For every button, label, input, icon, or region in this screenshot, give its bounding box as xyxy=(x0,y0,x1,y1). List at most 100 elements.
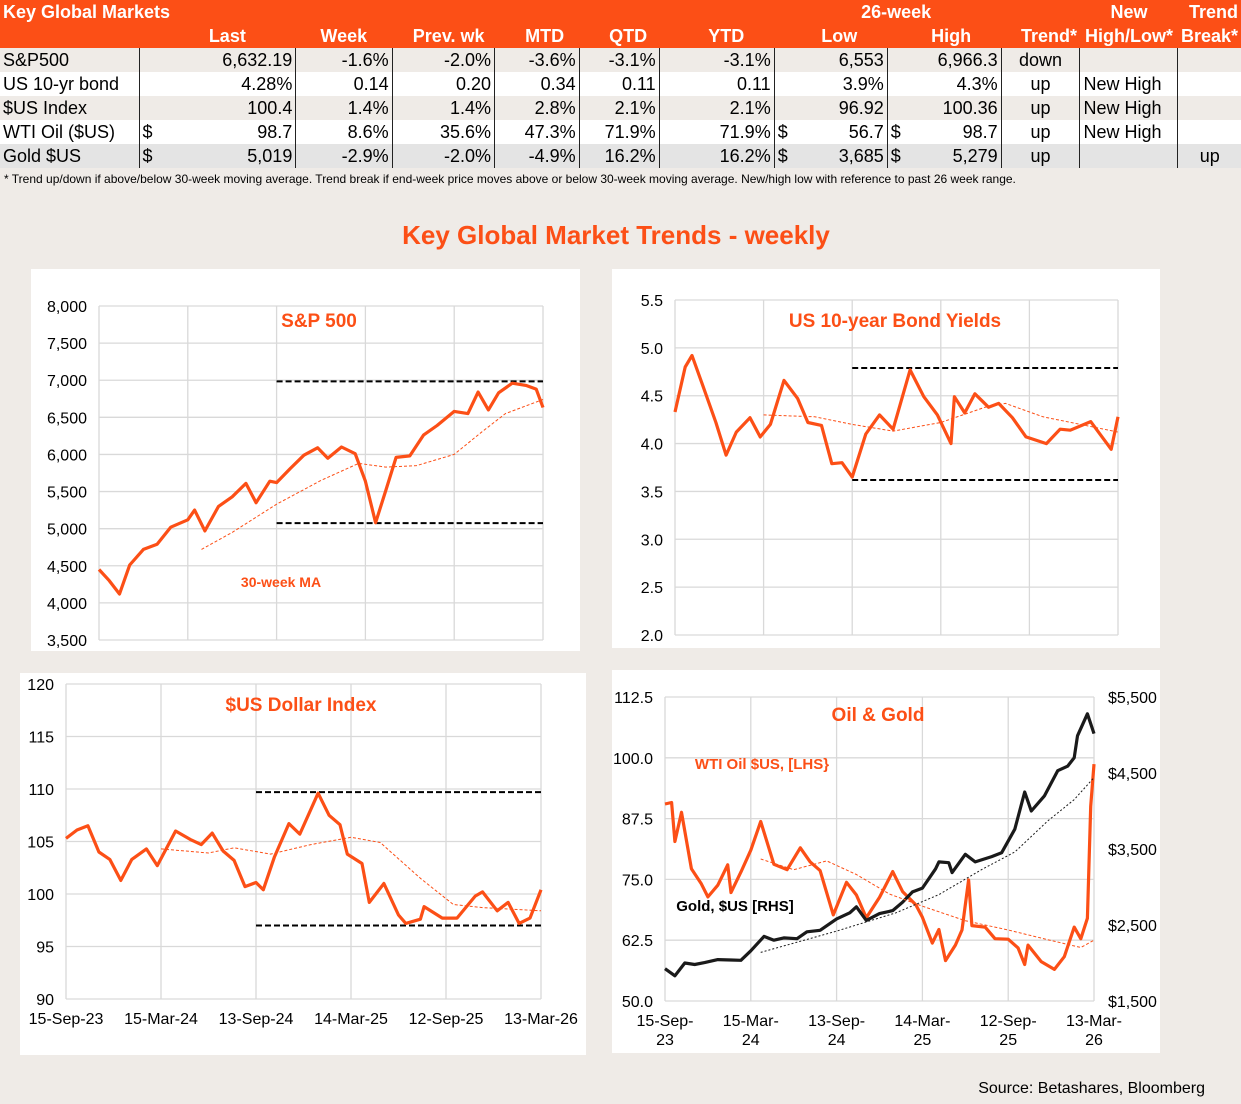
header-qtd: QTD xyxy=(579,24,660,48)
x-tick-label: 13-Mar-26 xyxy=(504,1011,578,1028)
currency-symbol: $ xyxy=(777,122,788,142)
bond-yield-chart-panel: 2.0 2.5 3.0 3.5 4.0 4.5 5.0 5.5 US 10-year Bond … xyxy=(612,269,1160,648)
cell-mtd: -3.6% xyxy=(494,48,580,72)
header-26-week: 26-week xyxy=(774,0,1002,24)
bond-yield-chart: 2.0 2.5 3.0 3.5 4.0 4.5 5.0 5.5 US 10-year Bond … xyxy=(641,293,1120,645)
cell-name: WTI Oil ($US) xyxy=(0,120,140,144)
main-title: Key Global Market Trends - weekly xyxy=(402,220,830,250)
cell-qtd: 16.2% xyxy=(578,144,660,168)
cell-qtd: 71.9% xyxy=(578,120,660,144)
y-tick-label: 6,000 xyxy=(47,447,87,464)
cell-value: New High xyxy=(1083,122,1162,142)
cell-value: 0.11 xyxy=(621,74,656,94)
series-line-price xyxy=(673,353,1120,479)
y2-tick-label: $3,500 xyxy=(1108,842,1157,859)
cell-value: 0.20 xyxy=(455,74,492,94)
cell-high: 6,966.3 xyxy=(886,48,1002,72)
y-tick-label: 100 xyxy=(27,887,54,904)
cell-value: 47.3% xyxy=(524,122,576,142)
table-row: Gold $US $5,019 -2.9% -2.0% -4.9% 16.2% 16.2% $… xyxy=(0,144,1241,168)
y-tick-label: 115 xyxy=(28,730,54,747)
cell-value: 16.2% xyxy=(719,146,771,166)
cell-value: up xyxy=(1030,74,1051,94)
cell-ytd: 71.9% xyxy=(658,120,775,144)
cell-last: $5,019 xyxy=(138,144,296,168)
cell-value: 3.9% xyxy=(842,74,884,94)
cell-value: -1.6% xyxy=(341,50,389,70)
x-tick-label: 15-Mar-24 xyxy=(124,1011,198,1028)
cell-last: 4.28% xyxy=(138,72,296,96)
y-tick-label: 3,500 xyxy=(47,633,87,650)
currency-symbol: $ xyxy=(142,122,153,142)
cell-value: 2.1% xyxy=(614,98,656,118)
cell-value: 1.4% xyxy=(347,98,389,118)
key-global-markets-table: Key Global Markets 26-week New Trend Las… xyxy=(0,0,1241,168)
cell-value: -2.9% xyxy=(341,146,389,166)
x-tick-label: 14-Mar- xyxy=(894,1013,950,1030)
cell-week: 8.6% xyxy=(295,120,393,144)
cell-value: -2.0% xyxy=(443,146,492,166)
cell-week: -2.9% xyxy=(295,144,393,168)
cell-tbreak xyxy=(1177,72,1241,96)
cell-mtd: 47.3% xyxy=(494,120,580,144)
y-tick-label: 5.5 xyxy=(641,293,663,310)
cell-value: 0.34 xyxy=(540,74,576,94)
cell-value: 8.6% xyxy=(347,122,389,142)
header-week: Week xyxy=(295,24,393,48)
series-line-price xyxy=(664,763,1096,971)
y-tick-label: 3.0 xyxy=(641,532,663,549)
cell-value: -2.0% xyxy=(443,50,492,70)
cell-value: 3,685 xyxy=(838,146,884,166)
cell-name: Gold $US xyxy=(0,144,140,168)
cell-last: 100.4 xyxy=(138,96,296,120)
y-tick-label: 2.0 xyxy=(641,628,663,645)
chart-title: $US Dollar Index xyxy=(226,695,377,716)
y-tick-label: 4,000 xyxy=(47,596,87,613)
y-tick-label: 5,500 xyxy=(47,485,87,502)
table-footnote: * Trend up/down if above/below 30-week m… xyxy=(4,172,1016,186)
cell-trend: up xyxy=(1000,96,1080,120)
cell-prev: -2.0% xyxy=(391,144,495,168)
cell-newhl xyxy=(1079,144,1178,168)
table-row: US 10-yr bond 4.28% 0.14 0.20 0.34 0.11 0.11 3.… xyxy=(0,72,1241,96)
sp500-chart: 3,500 4,000 4,500 5,000 5,500 6,000 6,500 7,000… xyxy=(47,299,545,650)
cell-qtd: 0.11 xyxy=(578,72,660,96)
cell-value: -3.6% xyxy=(528,50,576,70)
y-tick-label: 3.5 xyxy=(641,484,663,501)
y-tick-label: 95 xyxy=(36,940,54,957)
x-tick-label: 25 xyxy=(999,1032,1017,1049)
chart-title: US 10-year Bond Yields xyxy=(789,311,1001,332)
cell-value: 56.7 xyxy=(848,122,884,142)
cell-value: 35.6% xyxy=(439,122,492,142)
y2-tick-label: $1,500 xyxy=(1108,994,1157,1011)
ma-annotation: 30-week MA xyxy=(241,574,321,590)
cell-value: New High xyxy=(1083,98,1162,118)
cell-week: 1.4% xyxy=(295,96,393,120)
y-tick-label: 2.5 xyxy=(641,580,663,597)
y-tick-label: 112.5 xyxy=(614,690,653,707)
header-ytd: YTD xyxy=(659,24,775,48)
series-line-gold xyxy=(664,712,1096,978)
cell-ytd: 16.2% xyxy=(658,144,775,168)
cell-value: 6,632.19 xyxy=(222,50,293,70)
cell-tbreak xyxy=(1177,120,1241,144)
currency-symbol: $ xyxy=(142,146,153,166)
header-mtd: MTD xyxy=(494,24,580,48)
cell-high: $98.7 xyxy=(886,120,1002,144)
y-tick-label: 105 xyxy=(27,835,54,852)
table-row: WTI Oil ($US) $98.7 8.6% 35.6% 47.3% 71.9% 71.… xyxy=(0,120,1241,144)
cell-prev: -2.0% xyxy=(391,48,495,72)
cell-value: 96.92 xyxy=(838,98,884,118)
cell-value: 5,279 xyxy=(952,146,998,166)
cell-trend: up xyxy=(1000,144,1080,168)
cell-value: 71.9% xyxy=(604,122,656,142)
y-tick-label: 5,000 xyxy=(47,522,87,539)
cell-newhl: New High xyxy=(1079,96,1178,120)
header-low: Low xyxy=(774,24,888,48)
cell-value: down xyxy=(1019,50,1063,70)
header-prev-wk: Prev. wk xyxy=(392,24,495,48)
oil-gold-chart: 50.0 62.5 75.0 87.5 100.0 112.5 $1,500 $2,500 $3… xyxy=(613,690,1157,1049)
series-line-price xyxy=(65,791,543,925)
x-tick-label: 15-Mar- xyxy=(723,1013,779,1030)
cell-value: WTI Oil ($US) xyxy=(3,122,115,142)
